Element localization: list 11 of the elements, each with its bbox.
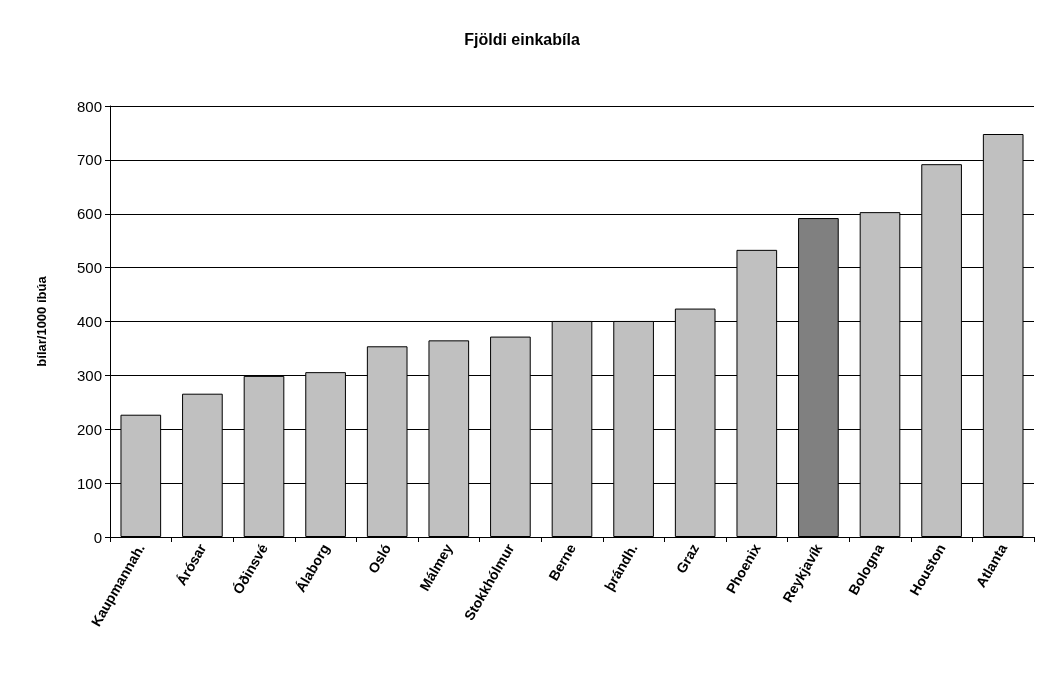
y-tick-label: 800 bbox=[76, 97, 102, 115]
y-tick-label: 100 bbox=[76, 474, 102, 492]
y-tick-label: 400 bbox=[76, 313, 102, 330]
y-tick-label: 300 bbox=[76, 366, 102, 384]
y-tick-label: 700 bbox=[76, 151, 102, 169]
y-tick-label: 600 bbox=[76, 205, 102, 223]
y-axis-title: bílar/1000 íbúa bbox=[34, 275, 49, 367]
chart-title: Fjöldi einkabíla bbox=[464, 30, 580, 48]
y-tick-label: 0 bbox=[93, 528, 102, 546]
y-tick-label: 200 bbox=[76, 420, 102, 438]
y-tick-label: 500 bbox=[76, 259, 102, 277]
